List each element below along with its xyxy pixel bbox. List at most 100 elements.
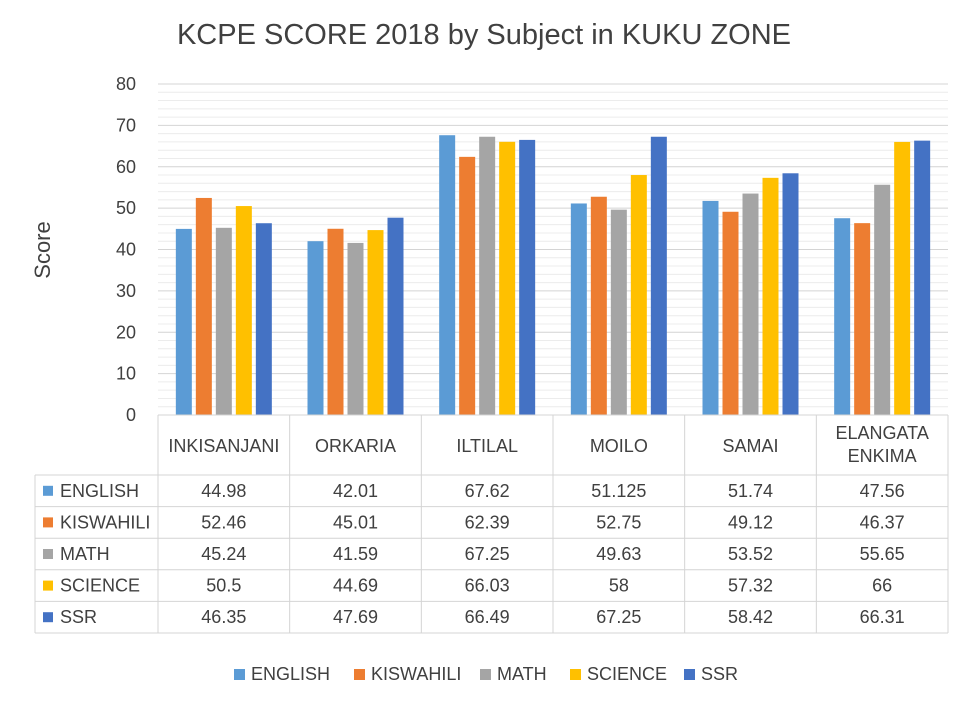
bar: [762, 177, 779, 415]
table-value: 52.46: [201, 512, 246, 532]
y-axis-ticks: 0 10 20 30 40 50 60 70 80: [116, 74, 136, 425]
table-value: 42.01: [333, 481, 378, 501]
bar: [834, 218, 851, 415]
table-value: 66.03: [465, 576, 510, 596]
bar: [590, 196, 607, 415]
bar: [722, 211, 739, 415]
y-tick-label: 30: [116, 281, 136, 301]
legend-item: KISWAHILI: [354, 664, 461, 684]
series-row-label: MATH: [60, 544, 110, 564]
bar: [610, 209, 627, 415]
table-value: 51.74: [728, 481, 773, 501]
bar: [479, 136, 496, 416]
bar: [347, 242, 364, 415]
category-label: SAMAI: [722, 436, 778, 456]
legend-item: SSR: [684, 664, 738, 684]
legend-item: SCIENCE: [570, 664, 667, 684]
table-value: 58.42: [728, 607, 773, 627]
bar: [499, 141, 516, 415]
legend-label: SCIENCE: [587, 664, 667, 684]
category-label: ILTILAL: [456, 436, 518, 456]
y-tick-label: 80: [116, 74, 136, 94]
bar: [195, 197, 212, 415]
table-value: 66: [872, 576, 892, 596]
table-value: 67.62: [465, 481, 510, 501]
table-value: 62.39: [465, 512, 510, 532]
category-label: ORKARIA: [315, 436, 396, 456]
category-label: ELANGATA ENKIMA: [835, 423, 928, 466]
table-value: 46.37: [860, 512, 905, 532]
y-tick-label: 20: [116, 322, 136, 342]
series-key-swatch: [43, 549, 53, 559]
bar: [894, 141, 911, 416]
legend-label: KISWAHILI: [371, 664, 461, 684]
table-value: 58: [609, 576, 629, 596]
table-value: 66.49: [465, 607, 510, 627]
bar: [742, 193, 759, 415]
legend: ENGLISH KISWAHILI MATH SCIENCE SSR: [234, 664, 738, 684]
bar: [307, 241, 324, 415]
y-axis-label: Score: [30, 221, 55, 278]
legend-item: MATH: [480, 664, 547, 684]
y-tick-label: 70: [116, 115, 136, 135]
table-value: 49.12: [728, 512, 773, 532]
table-value: 44.69: [333, 576, 378, 596]
y-tick-label: 40: [116, 240, 136, 260]
table-value: 55.65: [860, 544, 905, 564]
legend-label: MATH: [497, 664, 547, 684]
bar: [650, 136, 667, 416]
category-label: MOILO: [590, 436, 648, 456]
legend-label: SSR: [701, 664, 738, 684]
series-key-swatch: [43, 580, 53, 591]
table-value: 66.31: [860, 607, 905, 627]
series-row-label: SSR: [60, 607, 97, 627]
bar: [367, 230, 384, 415]
y-tick-label: 0: [126, 405, 136, 425]
bar: [175, 228, 192, 415]
bar: [327, 228, 344, 415]
table-value: 47.69: [333, 607, 378, 627]
bar: [215, 227, 232, 415]
table-value: 44.98: [201, 481, 246, 501]
bar: [255, 223, 272, 415]
legend-swatch: [480, 669, 491, 680]
bars: [175, 135, 931, 416]
y-tick-label: 10: [116, 364, 136, 384]
legend-item: ENGLISH: [234, 664, 330, 684]
series-key-swatch: [43, 485, 53, 496]
bar: [570, 203, 587, 415]
bar: [387, 217, 404, 415]
series-key-swatch: [43, 612, 53, 623]
bar: [235, 206, 252, 415]
bar: [702, 200, 719, 415]
bar: [914, 140, 931, 415]
legend-swatch: [234, 669, 245, 680]
legend-swatch: [570, 669, 581, 680]
table-value: 45.24: [201, 544, 246, 564]
table-value: 53.52: [728, 544, 773, 564]
table-value: 45.01: [333, 512, 378, 532]
series-row-label: ENGLISH: [60, 481, 139, 501]
gridlines: [158, 83, 948, 416]
legend-swatch: [684, 669, 695, 680]
bar: [519, 139, 536, 415]
y-tick-label: 60: [116, 157, 136, 177]
series-row-label: SCIENCE: [60, 576, 140, 596]
bar: [874, 184, 891, 415]
category-label: INKISANJANI: [168, 436, 279, 456]
table-value: 46.35: [201, 607, 246, 627]
legend-label: ENGLISH: [251, 664, 330, 684]
bar: [459, 156, 476, 415]
bar: [854, 223, 871, 415]
y-tick-label: 50: [116, 198, 136, 218]
table-value: 49.63: [596, 544, 641, 564]
data-table: INKISANJANI ORKARIA ILTILAL MOILO SAMAI ELANG…: [34, 414, 949, 634]
table-value: 52.75: [596, 512, 641, 532]
bar: [630, 175, 647, 415]
table-value: 51.125: [591, 481, 646, 501]
legend-swatch: [354, 669, 365, 680]
table-value: 67.25: [465, 544, 510, 564]
series-key-swatch: [43, 517, 53, 528]
chart-title: KCPE SCORE 2018 by Subject in KUKU ZONE: [177, 19, 791, 51]
